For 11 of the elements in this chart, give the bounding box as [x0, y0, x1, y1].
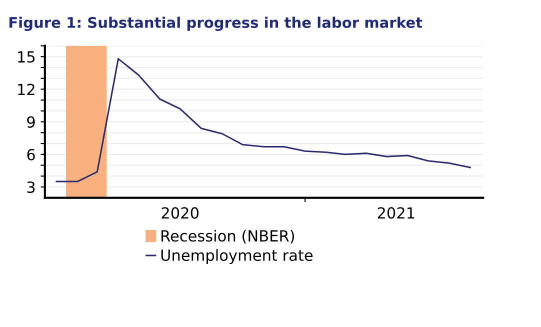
- line-series: [56, 58, 471, 182]
- x-tick-label: 2021: [378, 207, 414, 219]
- y-tick-label: 15: [18, 51, 35, 63]
- y-tick-label: 9: [27, 116, 35, 128]
- x-tick-label: 2020: [162, 207, 199, 219]
- y-tick-label: 6: [27, 148, 35, 160]
- y-tick-label: 3: [27, 181, 35, 193]
- legend-label: Unemployment rate: [161, 249, 313, 264]
- chart-title: Figure 1: Substantial progress in the labor market: [9, 16, 422, 31]
- legend-label: Recession (NBER): [162, 230, 294, 244]
- y-tick-label: 12: [18, 84, 34, 96]
